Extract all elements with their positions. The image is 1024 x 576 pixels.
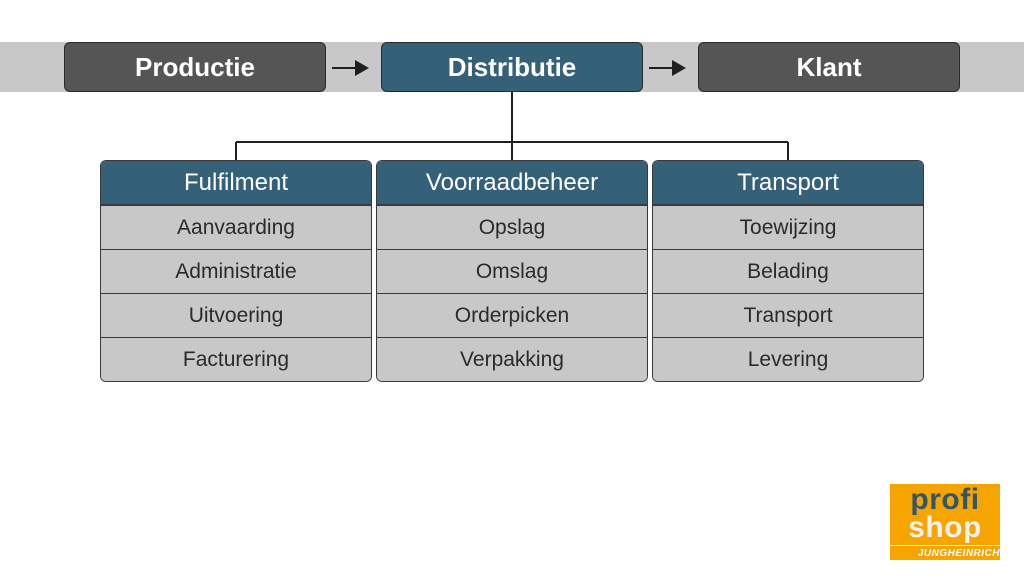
connector-vertical-left <box>235 142 237 160</box>
card-row: Facturering <box>101 337 371 381</box>
card-header: Voorraadbeheer <box>377 161 647 205</box>
card-row: Levering <box>653 337 923 381</box>
card-transport: Transport Toewijzing Belading Transport … <box>652 160 924 382</box>
card-row: Uitvoering <box>101 293 371 337</box>
logo-sub: JUNGHEINRICH <box>890 545 1000 559</box>
arrow-1 <box>332 67 367 69</box>
top-box-label: Distributie <box>448 52 577 83</box>
card-title: Transport <box>737 169 839 197</box>
top-box-distributie: Distributie <box>381 42 643 92</box>
arrow-2 <box>649 67 684 69</box>
card-row: Transport <box>653 293 923 337</box>
card-fulfilment: Fulfilment Aanvaarding Administratie Uit… <box>100 160 372 382</box>
connector-vertical-main <box>511 92 513 142</box>
top-box-label: Productie <box>135 52 255 83</box>
card-row: Opslag <box>377 205 647 249</box>
card-title: Fulfilment <box>184 169 288 197</box>
top-box-klant: Klant <box>698 42 960 92</box>
top-box-productie: Productie <box>64 42 326 92</box>
card-header: Fulfilment <box>101 161 371 205</box>
logo-line1: profi <box>910 486 979 515</box>
card-row: Omslag <box>377 249 647 293</box>
card-row: Administratie <box>101 249 371 293</box>
card-header: Transport <box>653 161 923 205</box>
connector-vertical-right <box>787 142 789 160</box>
card-voorraadbeheer: Voorraadbeheer Opslag Omslag Orderpicken… <box>376 160 648 382</box>
card-row: Toewijzing <box>653 205 923 249</box>
card-row: Belading <box>653 249 923 293</box>
connector-vertical-mid <box>511 142 513 160</box>
card-row: Orderpicken <box>377 293 647 337</box>
brand-logo: profi shop JUNGHEINRICH <box>890 484 1000 560</box>
card-title: Voorraadbeheer <box>426 169 598 197</box>
diagram-canvas: Productie Distributie Klant Fulfilment A… <box>0 0 1024 576</box>
card-row: Aanvaarding <box>101 205 371 249</box>
top-box-label: Klant <box>797 52 862 83</box>
logo-line2: shop <box>908 514 982 543</box>
card-row: Verpakking <box>377 337 647 381</box>
